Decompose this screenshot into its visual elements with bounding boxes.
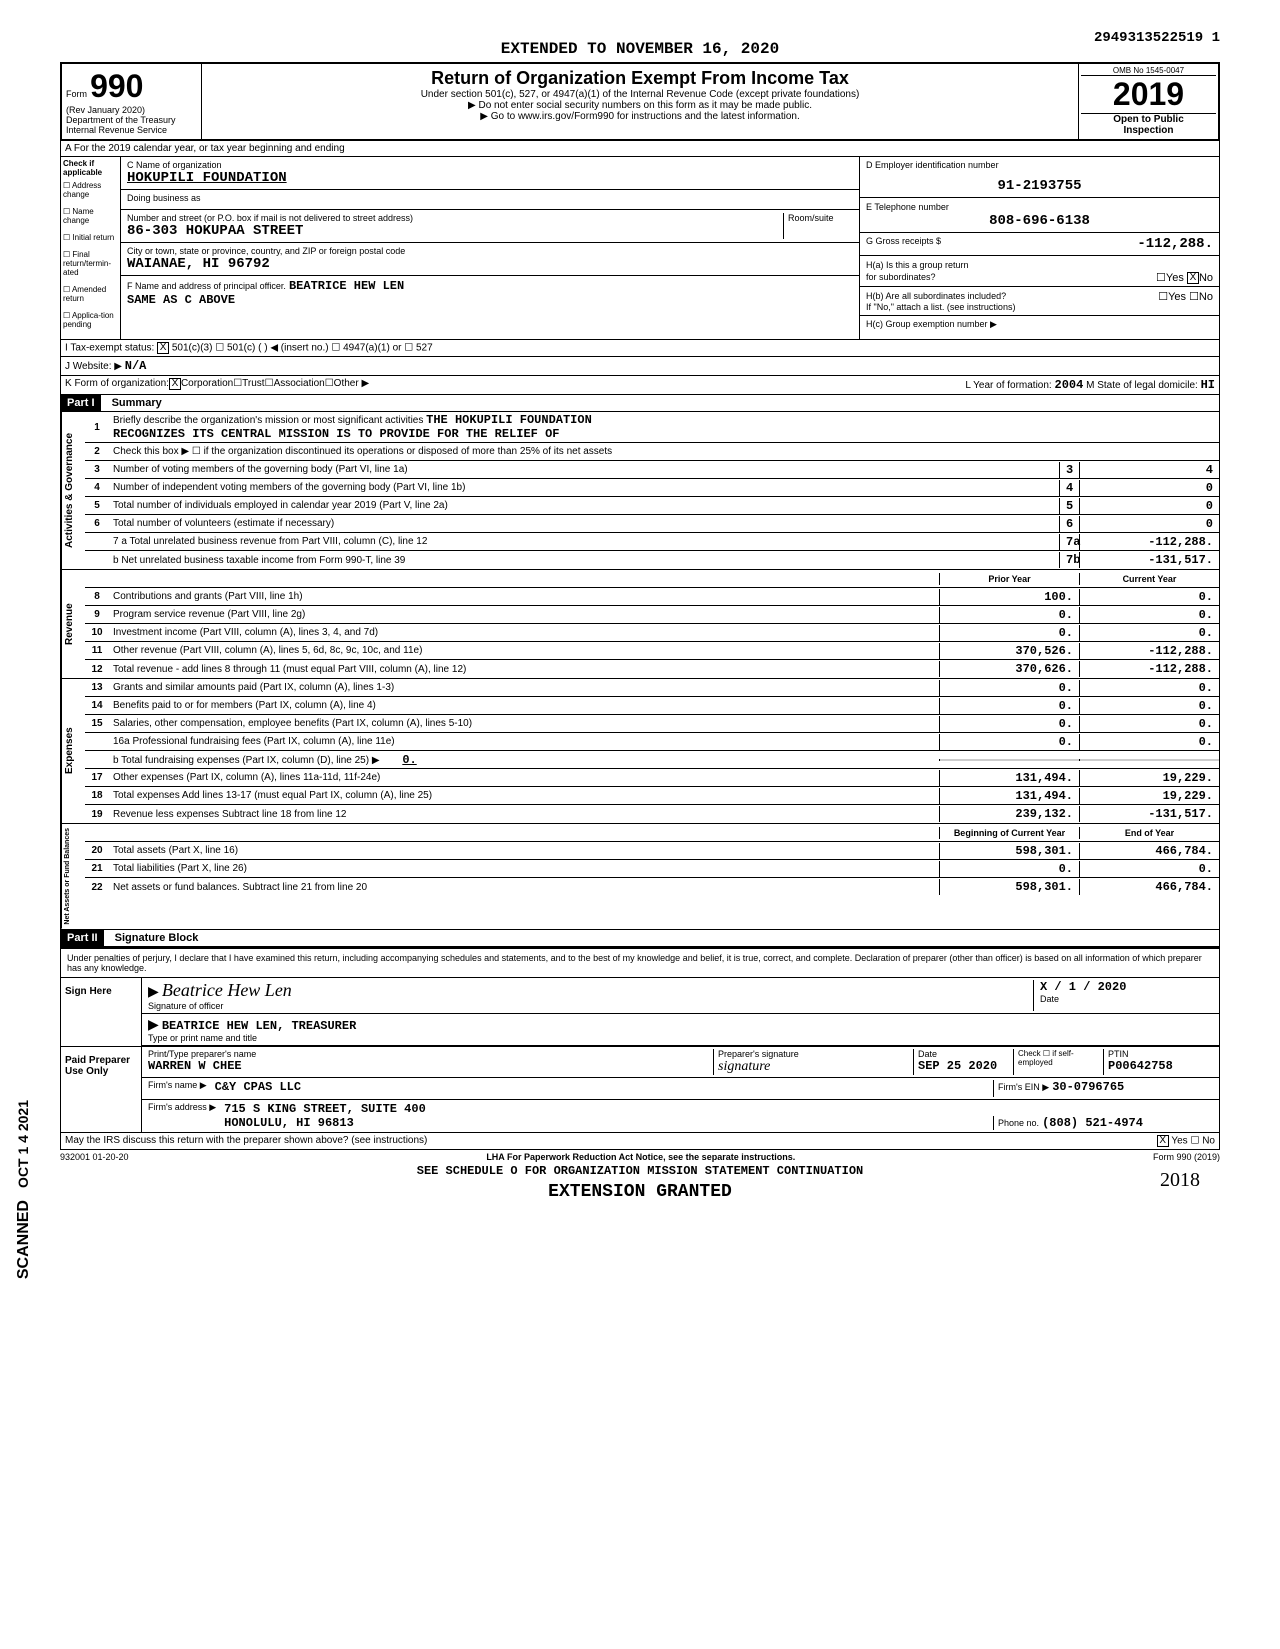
subtitle-1: Under section 501(c), 527, or 4947(a)(1)… — [206, 89, 1074, 100]
d-label: D Employer identification number — [866, 160, 1213, 170]
signature-block: Under penalties of perjury, I declare th… — [60, 947, 1220, 1133]
penalty-text: Under penalties of perjury, I declare th… — [61, 949, 1219, 977]
part1-header-row: Part I Summary — [60, 395, 1220, 412]
revenue-label: Revenue — [61, 570, 85, 678]
firm-phone: (808) 521-4974 — [1042, 1116, 1143, 1130]
net-label: Net Assets or Fund Balances — [61, 824, 85, 929]
hb-note: If "No," attach a list. (see instruction… — [866, 302, 1213, 312]
officer-addr: SAME AS C ABOVE — [127, 293, 853, 307]
addr-label: Number and street (or P.O. box if mail i… — [127, 213, 783, 223]
firm-name: C&Y CPAS LLC — [207, 1080, 993, 1097]
form-dept: Department of the Treasury — [66, 115, 197, 125]
form-rev: (Rev January 2020) — [66, 105, 197, 115]
check-amended: ☐ Amended return — [63, 285, 118, 303]
dba-label: Doing business as — [121, 190, 859, 210]
officer-signature: Beatrice Hew Len — [162, 980, 292, 1000]
preparer-date: SEP 25 2020 — [918, 1059, 997, 1073]
phone: 808-696-6138 — [866, 213, 1213, 229]
org-city: WAIANAE, HI 96792 — [127, 256, 853, 272]
footer: 932001 01-20-20 LHA For Paperwork Reduct… — [60, 1150, 1220, 1164]
org-address: 86-303 HOKUPAA STREET — [127, 223, 783, 239]
check-final: ☐ Final return/termin-ated — [63, 250, 118, 277]
sign-here-label: Sign Here — [61, 978, 141, 1046]
main-info-grid: Check if applicable ☐ Address change ☐ N… — [60, 157, 1220, 340]
officer-name: BEATRICE HEW LEN — [289, 279, 404, 293]
checkbox-column: Check if applicable ☐ Address change ☐ N… — [61, 157, 121, 339]
main-title: Return of Organization Exempt From Incom… — [206, 68, 1074, 89]
form-prefix: Form — [66, 89, 87, 99]
activities-label: Activities & Governance — [61, 412, 85, 569]
officer-print-name: BEATRICE HEW LEN, TREASURER — [162, 1019, 356, 1033]
check-application: ☐ Applica-tion pending — [63, 311, 118, 329]
handwritten-year: 2018 — [1160, 1169, 1200, 1192]
form-irs: Internal Revenue Service — [66, 125, 197, 135]
form-header: Form 990 (Rev January 2020) Department o… — [60, 62, 1220, 141]
subtitle-3: ▶ Go to www.irs.gov/Form990 for instruct… — [206, 111, 1074, 122]
see-schedule: SEE SCHEDULE O FOR ORGANIZATION MISSION … — [60, 1164, 1220, 1178]
city-label: City or town, state or province, country… — [127, 246, 853, 256]
expenses-label: Expenses — [61, 679, 85, 823]
check-address: ☐ Address change — [63, 181, 118, 199]
paid-preparer-label: Paid Preparer Use Only — [61, 1047, 141, 1132]
scan-date-stamp: OCT 1 4 2021 — [15, 1100, 31, 1188]
c-label: C Name of organization — [127, 160, 853, 170]
firm-addr1: 715 S KING STREET, SUITE 400 — [224, 1102, 993, 1116]
check-header: Check if applicable — [63, 159, 118, 177]
tax-year: 2019 — [1081, 76, 1216, 113]
gross-receipts: -112,288. — [941, 236, 1213, 252]
subtitle-2: ▶ Do not enter social security numbers o… — [206, 100, 1074, 111]
org-name: HOKUPILI FOUNDATION — [127, 170, 853, 186]
hc-label: H(c) Group exemption number ▶ — [860, 316, 1219, 336]
g-label: G Gross receipts $ — [866, 236, 941, 252]
officer-label: F Name and address of principal officer. — [127, 281, 286, 291]
net-assets-section: Net Assets or Fund Balances Beginning of… — [60, 824, 1220, 930]
expenses-section: Expenses 13Grants and similar amounts pa… — [60, 679, 1220, 824]
row-a-dates: A For the 2019 calendar year, or tax yea… — [60, 141, 1220, 157]
form-org-row: K Form of organization: X Corporation ☐ … — [60, 376, 1220, 395]
sign-date: X / 1 / 2020 — [1040, 980, 1126, 994]
e-label: E Telephone number — [866, 202, 949, 212]
preparer-name: WARREN W CHEE — [148, 1059, 242, 1073]
check-name: ☐ Name change — [63, 207, 118, 225]
omb-number: OMB No 1545-0047 — [1081, 66, 1216, 76]
hb-label: H(b) Are all subordinates included? — [866, 291, 1006, 301]
scanned-stamp: SCANNED — [15, 1200, 33, 1279]
part2-header-row: Part II Signature Block — [60, 930, 1220, 947]
website-row: J Website: ▶ N/A — [60, 357, 1220, 376]
room-label: Room/suite — [783, 213, 853, 239]
form-number: 990 — [90, 68, 143, 104]
check-initial: ☐ Initial return — [63, 233, 118, 242]
tax-exempt-row: I Tax-exempt status: X 501(c)(3) ☐ 501(c… — [60, 340, 1220, 357]
discuss-row: May the IRS discuss this return with the… — [60, 1133, 1220, 1150]
ein: 91-2193755 — [866, 178, 1213, 194]
firm-ein: 30-0796765 — [1052, 1080, 1124, 1094]
revenue-section: Revenue Prior YearCurrent Year 8Contribu… — [60, 570, 1220, 679]
extension-granted: EXTENSION GRANTED — [60, 1182, 1220, 1202]
ha-sub: for subordinates? — [866, 272, 936, 282]
open-public: Open to Public — [1081, 113, 1216, 125]
ha-label: H(a) Is this a group return — [866, 260, 969, 270]
activities-section: Activities & Governance 1 Briefly descri… — [60, 412, 1220, 570]
firm-addr2: HONOLULU, HI 96813 — [224, 1116, 993, 1130]
ptin: P00642758 — [1108, 1059, 1173, 1073]
extended-date: EXTENDED TO NOVEMBER 16, 2020 — [60, 40, 1220, 58]
inspection: Inspection — [1081, 125, 1216, 136]
document-number: 2949313522519 1 — [1094, 30, 1220, 46]
